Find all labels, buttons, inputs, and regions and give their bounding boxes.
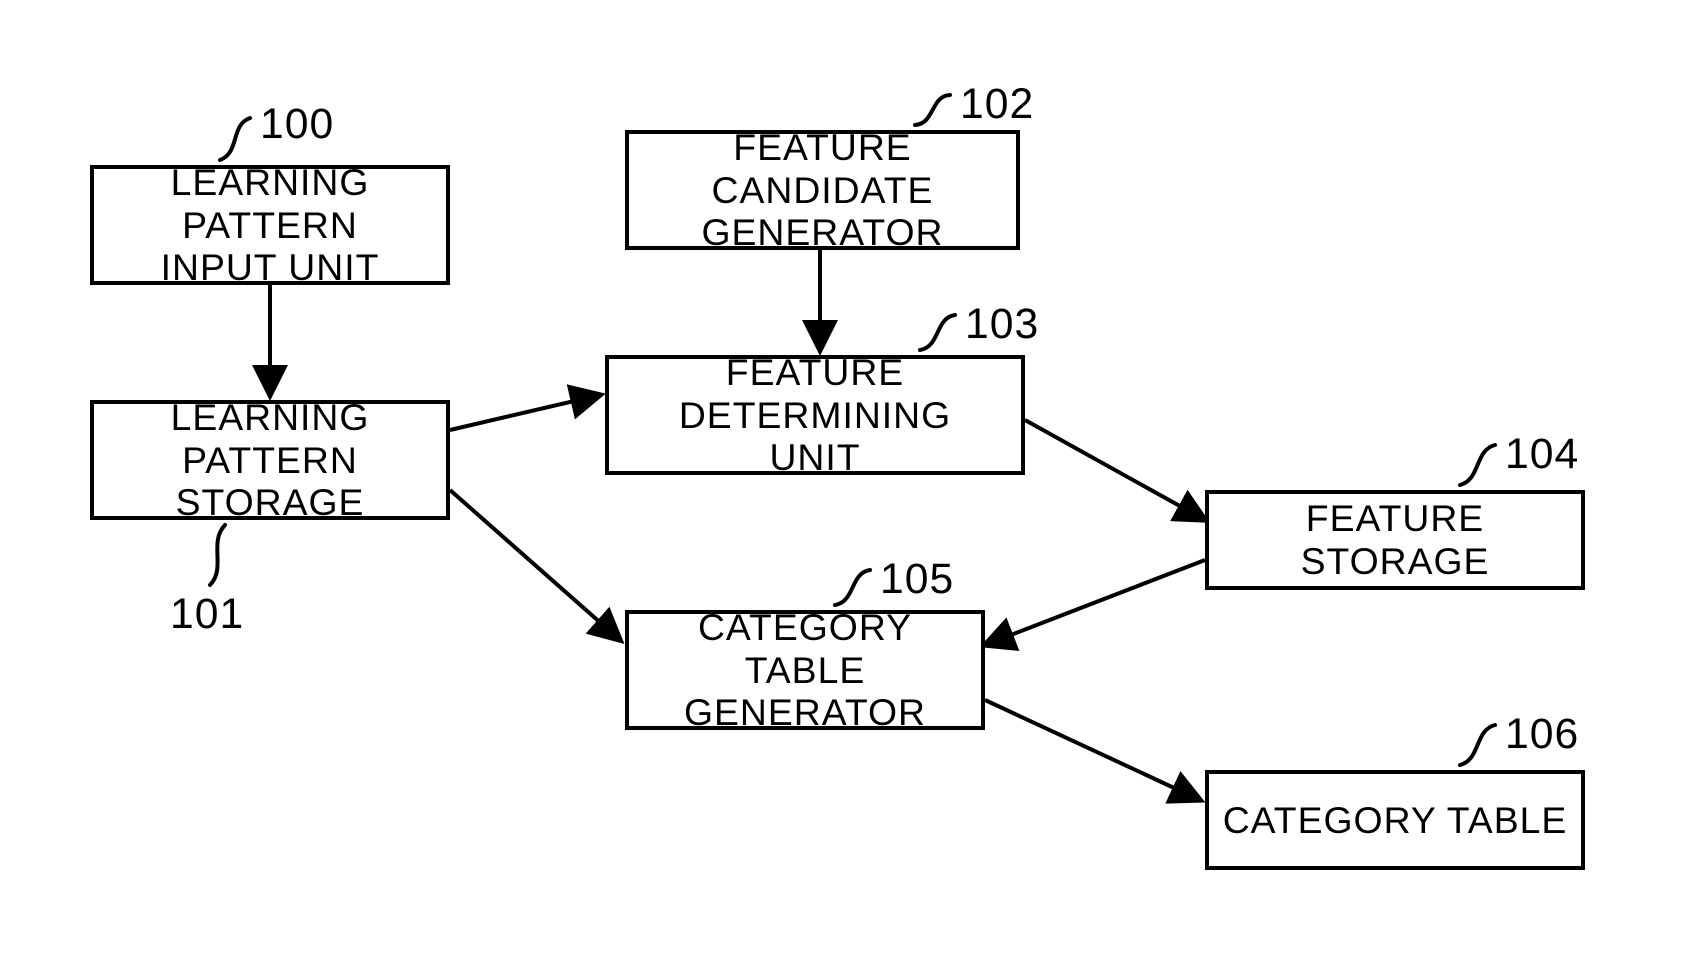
- ref-label-106: 106: [1505, 710, 1579, 759]
- callout-squiggle: [210, 525, 225, 585]
- node-n104: FEATURE STORAGE: [1205, 490, 1585, 590]
- callout-squiggle: [220, 118, 250, 160]
- edge: [985, 560, 1205, 645]
- node-n103: FEATURE DETERMININGUNIT: [605, 355, 1025, 475]
- node-n106: CATEGORY TABLE: [1205, 770, 1585, 870]
- node-label: LEARNING PATTERNINPUT UNIT: [100, 161, 440, 290]
- ref-label-102: 102: [960, 80, 1034, 129]
- ref-label-100: 100: [260, 100, 334, 149]
- node-label: LEARNING PATTERNSTORAGE: [100, 396, 440, 525]
- ref-label-101: 101: [170, 590, 244, 639]
- node-n100: LEARNING PATTERNINPUT UNIT: [90, 165, 450, 285]
- edge: [450, 490, 620, 640]
- node-label: FEATURE CANDIDATEGENERATOR: [635, 126, 1010, 255]
- diagram-stage: LEARNING PATTERNINPUT UNIT 100 LEARNING PA…: [0, 0, 1686, 961]
- callout-squiggle: [1460, 445, 1495, 485]
- node-label: FEATURE STORAGE: [1215, 497, 1575, 583]
- edge: [1025, 420, 1205, 520]
- ref-label-105: 105: [880, 555, 954, 604]
- node-label: CATEGORY TABLEGENERATOR: [635, 606, 975, 735]
- callout-squiggle: [920, 315, 955, 350]
- node-label: CATEGORY TABLE: [1223, 799, 1568, 842]
- node-label: FEATURE DETERMININGUNIT: [615, 351, 1015, 480]
- node-n102: FEATURE CANDIDATEGENERATOR: [625, 130, 1020, 250]
- edge: [985, 700, 1200, 800]
- edge: [450, 395, 600, 430]
- callout-squiggle: [1460, 725, 1495, 765]
- ref-label-103: 103: [965, 300, 1039, 349]
- node-n101: LEARNING PATTERNSTORAGE: [90, 400, 450, 520]
- ref-label-104: 104: [1505, 430, 1579, 479]
- node-n105: CATEGORY TABLEGENERATOR: [625, 610, 985, 730]
- callout-squiggle: [835, 570, 870, 605]
- callout-squiggle: [915, 95, 950, 125]
